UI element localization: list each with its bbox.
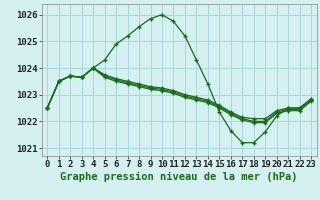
X-axis label: Graphe pression niveau de la mer (hPa): Graphe pression niveau de la mer (hPa): [60, 172, 298, 182]
